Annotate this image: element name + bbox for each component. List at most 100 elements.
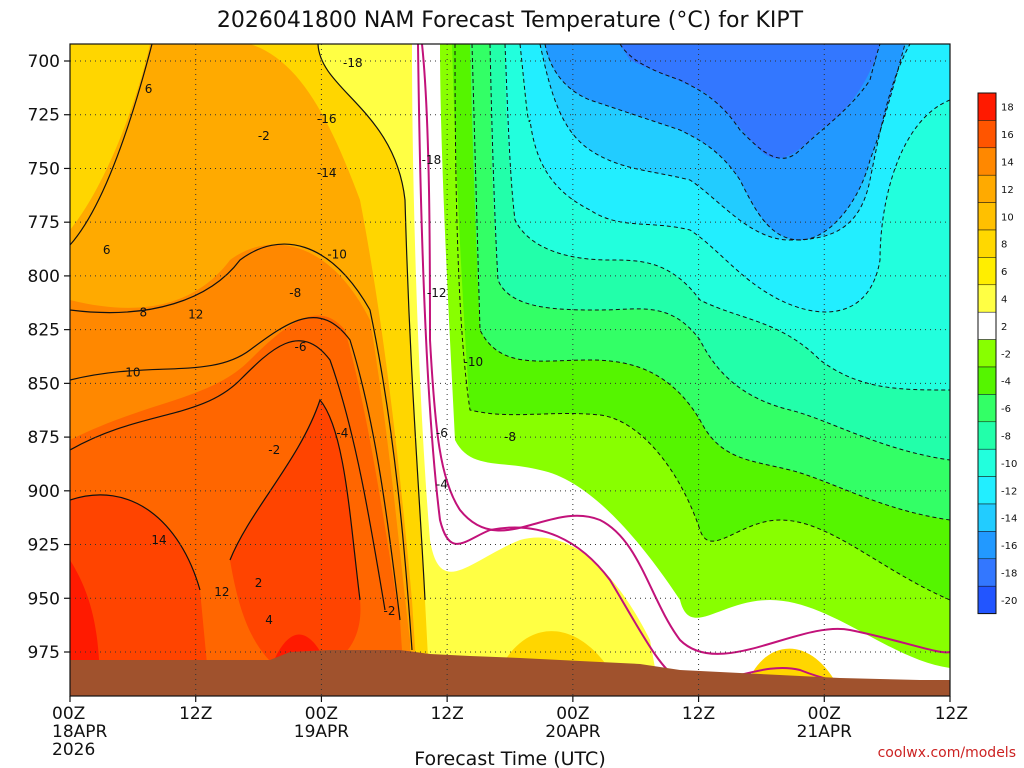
isoline-6	[70, 44, 153, 246]
colorbar-swatch	[977, 339, 997, 368]
colorbar-label: 14	[1001, 158, 1014, 169]
colorbar-label: 2	[1001, 322, 1007, 333]
y-tick-label: 800	[28, 267, 60, 287]
credit-text: coolwx.com/models	[878, 745, 1016, 761]
x-axis-title: Forecast Time (UTC)	[414, 748, 605, 768]
field-cold-18	[620, 44, 880, 159]
colorbar-swatch	[977, 311, 997, 340]
colorbar-swatch	[977, 394, 997, 423]
contour-label: -8	[289, 286, 301, 300]
colorbar-label: -18	[1001, 569, 1017, 580]
x-tick-label: 00Z	[808, 704, 841, 724]
colorbar-label: -4	[1001, 377, 1011, 388]
colorbar-swatch	[977, 531, 997, 560]
colorbar-label: 10	[1001, 212, 1014, 223]
y-tick-label: 925	[28, 536, 60, 556]
x-tick-label: 12Z	[179, 704, 212, 724]
colorbar-swatch	[977, 448, 997, 477]
colorbar-swatch	[977, 421, 997, 450]
y-tick-label: 900	[28, 482, 60, 502]
contour-label: -10	[327, 247, 347, 261]
cold-isolines	[454, 44, 950, 601]
contour-label: -14	[317, 166, 337, 180]
y-tick-label: 750	[28, 159, 60, 179]
y-tick-label: 850	[28, 374, 60, 394]
colorbar-label: -10	[1001, 459, 1017, 470]
colorbar-swatch	[977, 503, 997, 532]
isoline-minus-18	[619, 44, 881, 159]
x-tick-date: 19APR	[294, 722, 350, 742]
colorbar-label: -14	[1001, 514, 1017, 525]
y-tick-label: 725	[28, 106, 60, 126]
colorbar-label: 8	[1001, 240, 1007, 251]
contour-label: -18	[343, 56, 363, 70]
colorbar-label: -6	[1001, 404, 1011, 415]
contour-label: -2	[258, 129, 270, 143]
isoline-upper	[317, 44, 426, 601]
colorbar-label: -20	[1001, 596, 1017, 607]
chart-title: 2026041800 NAM Forecast Temperature (°C)…	[217, 8, 804, 33]
contour-labels: 6 6 8 10 12 14 12 -2 -2 2 4 -18 -16 -14 -10 -8 -6 -4 -18 -1…	[103, 56, 516, 627]
terrain-ground	[70, 650, 950, 696]
y-tick-label: 875	[28, 428, 60, 448]
x-tick-year: 2026	[52, 740, 95, 760]
colorbar-swatch	[977, 284, 997, 313]
x-tick-label: 12Z	[431, 704, 464, 724]
x-tick-label: 12Z	[935, 704, 968, 724]
isoline-minus-12	[519, 44, 950, 313]
contour-label: 14	[151, 533, 166, 547]
isoline-12	[70, 340, 386, 611]
colorbar-swatch	[977, 476, 997, 505]
colorbar-label: 4	[1001, 295, 1007, 306]
contour-label: -4	[436, 477, 448, 491]
colorbar-label: -16	[1001, 541, 1017, 552]
contour-label: 2	[255, 576, 263, 590]
grid-lines	[69, 44, 951, 696]
colorbar-frame	[977, 92, 997, 615]
isoline-14	[70, 398, 361, 601]
contour-label: -12	[427, 286, 447, 300]
plus2-isotherm	[417, 44, 950, 691]
y-axis: 700 725 750 775 800 825 850 875 900 925 950 975	[28, 52, 70, 663]
field-warm-14	[70, 400, 361, 696]
contour-label: 4	[265, 613, 273, 627]
colorbar-swatch	[977, 558, 997, 587]
isoline-minus-16	[544, 44, 906, 241]
colorbar-label: 16	[1001, 130, 1014, 141]
x-tick-label: 00Z	[52, 704, 85, 724]
y-tick-label: 975	[28, 643, 60, 663]
contour-label: -6	[294, 340, 306, 354]
colorbar-swatch	[977, 147, 997, 176]
plot-frame	[69, 43, 951, 697]
colorbar-label: 18	[1001, 103, 1014, 114]
contour-label: 12	[214, 585, 229, 599]
colorbar-swatch	[977, 120, 997, 149]
colorbar-swatch	[977, 257, 997, 286]
contour-label: -16	[317, 112, 337, 126]
contour-label: 8	[140, 305, 148, 319]
colorbar-swatch	[977, 174, 997, 203]
y-tick-label: 700	[28, 52, 60, 72]
colorbar-swatch	[977, 585, 997, 614]
warm-isolines	[70, 44, 426, 651]
contour-label: -18	[422, 153, 442, 167]
y-tick-label: 950	[28, 589, 60, 609]
colorbar-swatch	[977, 229, 997, 258]
x-tick-date: 21APR	[797, 722, 853, 742]
y-tick-label: 775	[28, 213, 60, 233]
x-tick-date: 20APR	[545, 722, 601, 742]
isoline-minus-8	[489, 44, 950, 461]
contour-label: -4	[336, 426, 348, 440]
colorbar-label: 6	[1001, 267, 1007, 278]
contour-label: -10	[464, 355, 484, 369]
colorbar: 18 16 14 12 10 8 6 4 2 -2 -4 -6 -8 -10 -12 -14 -16 -18 -20	[977, 92, 1017, 615]
contour-label: 6	[145, 82, 153, 96]
x-tick-label: 12Z	[682, 704, 715, 724]
contour-label: 12	[188, 308, 203, 322]
x-tick-label: 00Z	[556, 704, 589, 724]
minus2-isotherm	[421, 44, 950, 655]
contour-label: -2	[268, 443, 280, 457]
isoline-8	[70, 243, 413, 651]
